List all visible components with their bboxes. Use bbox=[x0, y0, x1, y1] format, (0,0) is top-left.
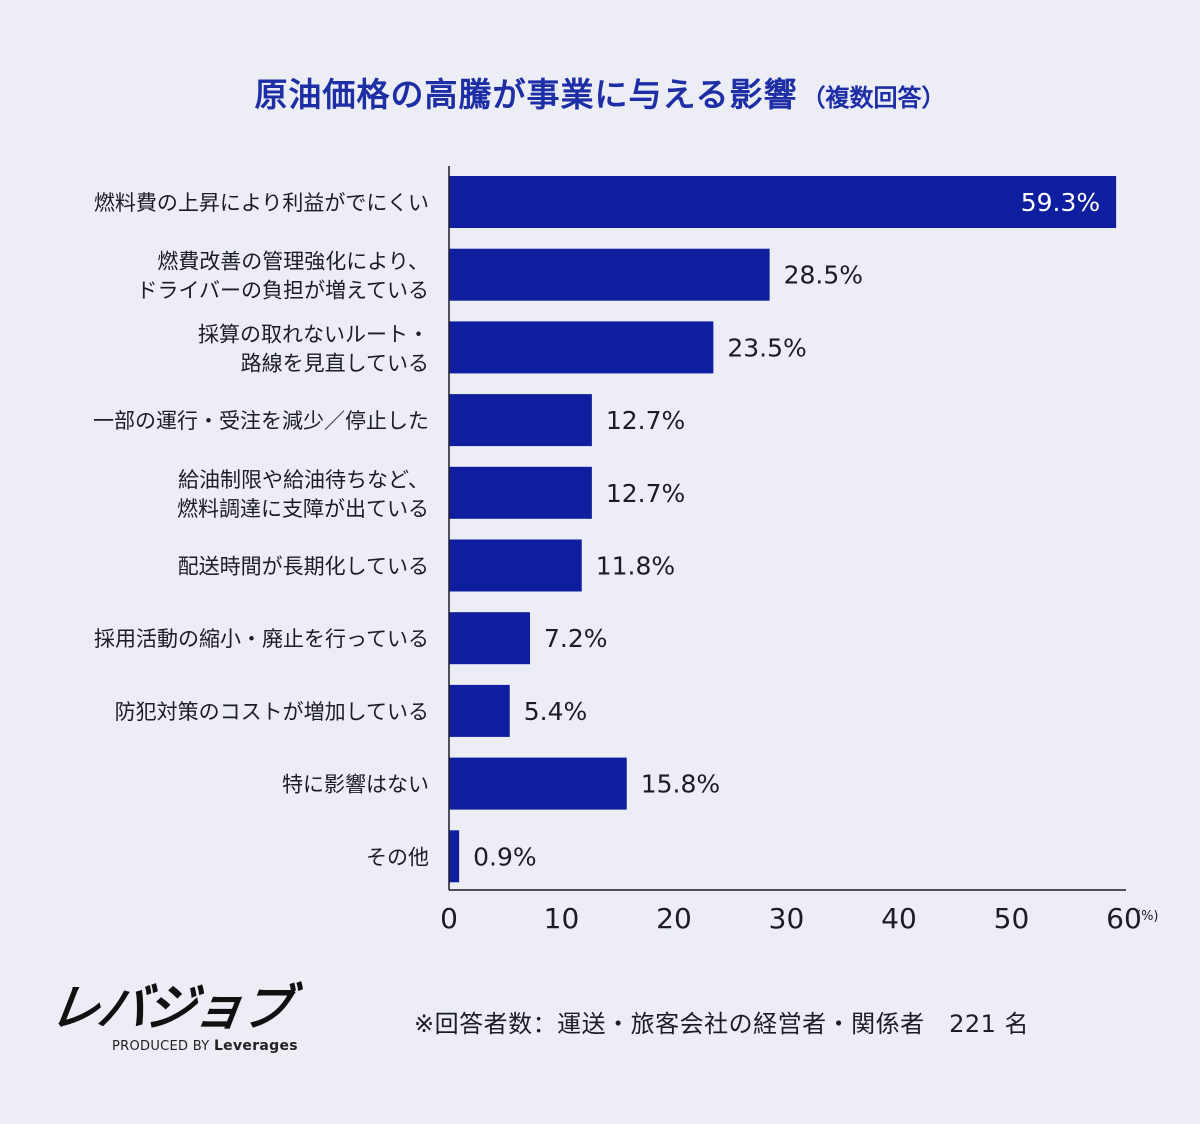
chart-title: 原油価格の高騰が事業に与える影響 （複数回答） bbox=[0, 68, 1200, 116]
value-label-1: 59.3% bbox=[1021, 188, 1100, 217]
category-label-6: 配送時間が長期化している bbox=[178, 555, 429, 579]
bar-10 bbox=[449, 830, 460, 883]
bar-9 bbox=[449, 757, 627, 810]
logo-wordmark: レバジョブ bbox=[45, 979, 295, 1037]
bar-5 bbox=[449, 466, 592, 519]
category-label-8: 防犯対策のコストが増加している bbox=[115, 700, 429, 724]
bar-2 bbox=[449, 248, 770, 301]
category-label-5-line-2: 燃料調達に支障が出ている bbox=[177, 497, 429, 521]
value-label-9: 15.8% bbox=[641, 770, 720, 799]
x-axis-unit: (%) bbox=[1136, 909, 1159, 924]
bar-7 bbox=[449, 612, 530, 665]
bar-6 bbox=[449, 539, 582, 592]
category-label-5-line-1: 給油制限や給油待ちなど、 bbox=[178, 468, 429, 492]
x-tick-label-10: 10 bbox=[544, 902, 580, 935]
value-label-5: 12.7% bbox=[606, 479, 685, 508]
value-label-8: 5.4% bbox=[524, 697, 588, 726]
category-label-3-line-2: 路線を見直している bbox=[241, 351, 429, 375]
bar-8 bbox=[449, 684, 510, 737]
category-label-9: 特に影響はない bbox=[282, 773, 429, 797]
category-label-7: 採用活動の縮小・廃止を行っている bbox=[94, 627, 429, 651]
bar-4 bbox=[449, 394, 592, 447]
chart-title-main: 原油価格の高騰が事業に与える影響 bbox=[254, 75, 798, 114]
logo-byline-prefix: PRODUCED BY bbox=[112, 1039, 210, 1054]
bar-3 bbox=[449, 321, 714, 374]
value-label-2: 28.5% bbox=[784, 261, 863, 290]
logo-byline-brand: Leverages bbox=[213, 1038, 298, 1054]
logo-byline: PRODUCED BY Leverages bbox=[112, 1038, 320, 1054]
respondent-note: ※回答者数：運送・旅客会社の経営者・関係者 221 名 bbox=[414, 1010, 1030, 1038]
x-tick-label-30: 30 bbox=[769, 902, 805, 935]
bar-chart: 59.3% 燃料費の上昇により利益がでにくい 28.5% 燃費改善の管理強化により、ド… bbox=[93, 166, 1159, 935]
value-label-10: 0.9% bbox=[473, 842, 537, 871]
category-label-4: 一部の運行・受注を減少／停止した bbox=[93, 409, 429, 433]
x-tick-label-40: 40 bbox=[881, 902, 917, 935]
category-label-2-line-1: 燃費改善の管理強化により、 bbox=[157, 250, 429, 274]
x-tick-label-20: 20 bbox=[656, 902, 692, 935]
value-label-7: 7.2% bbox=[544, 624, 608, 653]
x-tick-label-0: 0 bbox=[440, 902, 458, 935]
category-label-10: その他 bbox=[366, 845, 429, 869]
category-label-1: 燃料費の上昇により利益がでにくい bbox=[94, 191, 429, 215]
x-tick-label-60: 60 bbox=[1106, 902, 1142, 935]
category-label-2-line-2: ドライバーの負担が増えている bbox=[136, 279, 429, 303]
x-tick-label-50: 50 bbox=[994, 902, 1030, 935]
value-label-4: 12.7% bbox=[606, 406, 685, 435]
bar-1 bbox=[449, 176, 1117, 228]
brand-logo: レバジョブ PRODUCED BY Leverages bbox=[46, 978, 320, 1062]
value-label-3: 23.5% bbox=[727, 333, 806, 362]
chart-title-sub: （複数回答） bbox=[801, 84, 946, 112]
category-label-3-line-1: 採算の取れないルート・ bbox=[198, 322, 429, 346]
value-label-6: 11.8% bbox=[596, 552, 675, 581]
